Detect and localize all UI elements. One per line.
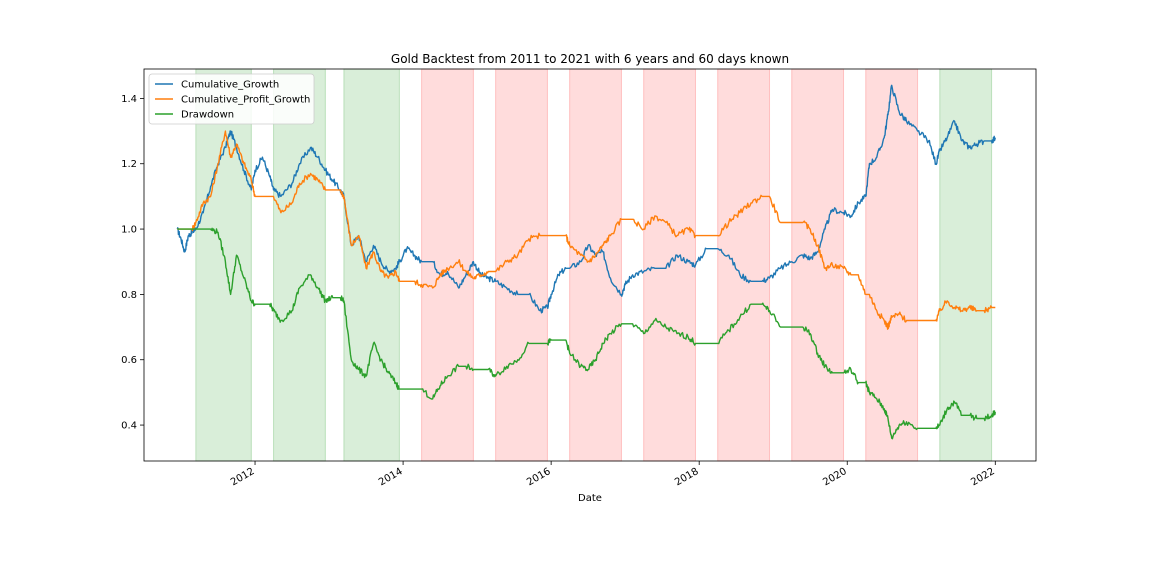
period-band-11 bbox=[939, 68, 993, 462]
period-band-1 bbox=[195, 68, 252, 462]
period-bands bbox=[195, 68, 993, 462]
series-line-cumulative-profit-growth bbox=[177, 130, 996, 330]
legend: Cumulative_Growth Cumulative_Profit_Growt… bbox=[148, 73, 315, 125]
y-tick-label: 0.8 bbox=[121, 290, 137, 301]
legend-entry: Cumulative_Growth bbox=[181, 80, 279, 91]
legend-entry: Cumulative_Profit_Growth bbox=[181, 95, 310, 106]
legend-entry: Drawdown bbox=[181, 110, 234, 121]
period-band-4 bbox=[421, 68, 474, 462]
period-band-2 bbox=[273, 68, 326, 462]
y-axis: 0.4 0.6 0.8 1.0 1.2 1.4 bbox=[121, 94, 144, 432]
period-band-10 bbox=[865, 68, 919, 462]
x-axis-label: Date bbox=[578, 493, 602, 504]
y-tick-label: 1.0 bbox=[121, 225, 137, 236]
legend-box bbox=[148, 73, 315, 125]
series-line-drawdown bbox=[177, 227, 996, 440]
series-lines bbox=[176, 84, 996, 440]
y-tick-label: 1.2 bbox=[121, 159, 137, 170]
series-line-cumulative-growth bbox=[176, 84, 996, 314]
y-tick-label: 1.4 bbox=[121, 94, 137, 105]
period-band-8 bbox=[717, 68, 771, 462]
y-tick-label: 0.6 bbox=[121, 355, 137, 366]
plot-frame bbox=[143, 68, 1037, 462]
y-tick-label: 0.4 bbox=[121, 421, 137, 432]
period-band-3 bbox=[343, 68, 400, 462]
chart-title: Gold Backtest from 2011 to 2021 with 6 y… bbox=[391, 52, 789, 66]
